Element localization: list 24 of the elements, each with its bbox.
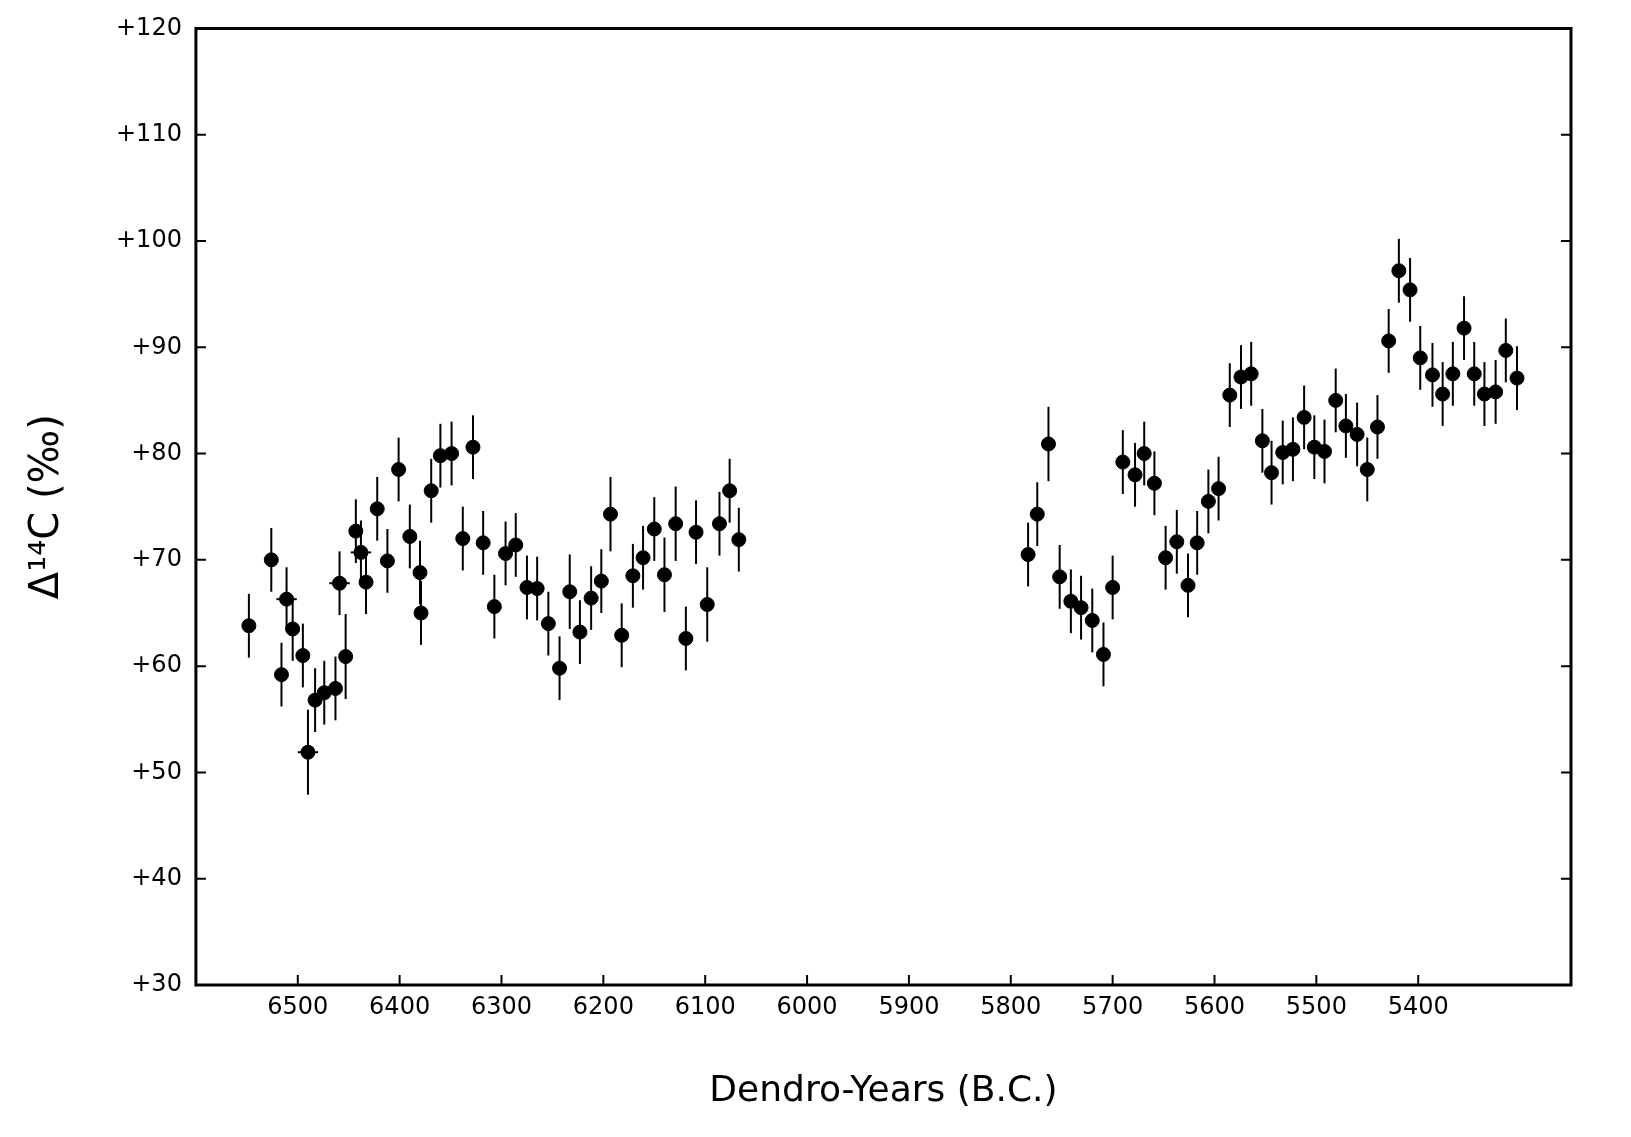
x-tick-label: 5600 [1183, 991, 1246, 1020]
x-tick-label: 6300 [470, 991, 533, 1020]
x-axis-title: Dendro-Years (B.C.) [709, 1067, 1058, 1109]
x-tick-label: 5400 [1387, 991, 1449, 1020]
y-tick-label: +80 [131, 437, 182, 466]
y-tick-label: +100 [116, 225, 182, 254]
y-tick-label: +90 [131, 331, 182, 360]
y-tick-label: +110 [116, 118, 182, 147]
y-tick-label: +70 [131, 544, 182, 573]
x-tick-label: 6100 [674, 991, 736, 1020]
y-tick-label: +50 [131, 756, 182, 785]
x-tick-label: 6200 [572, 991, 634, 1020]
x-tick-label: 5900 [878, 991, 940, 1020]
x-tick-label: 6400 [369, 991, 431, 1020]
x-tick-label: 5700 [1082, 991, 1144, 1020]
y-axis-title: Δ¹⁴C (‰) [21, 414, 68, 600]
y-tick-label: +60 [131, 650, 182, 679]
y-tick-label: +120 [116, 12, 182, 41]
y-tick-label: +40 [131, 862, 182, 891]
x-tick-label: 5800 [980, 991, 1042, 1020]
x-tick-label: 6500 [267, 991, 329, 1020]
x-tick-label: 6000 [776, 991, 838, 1020]
x-tick-label: 5500 [1285, 991, 1347, 1020]
y-tick-label: +30 [131, 969, 182, 998]
